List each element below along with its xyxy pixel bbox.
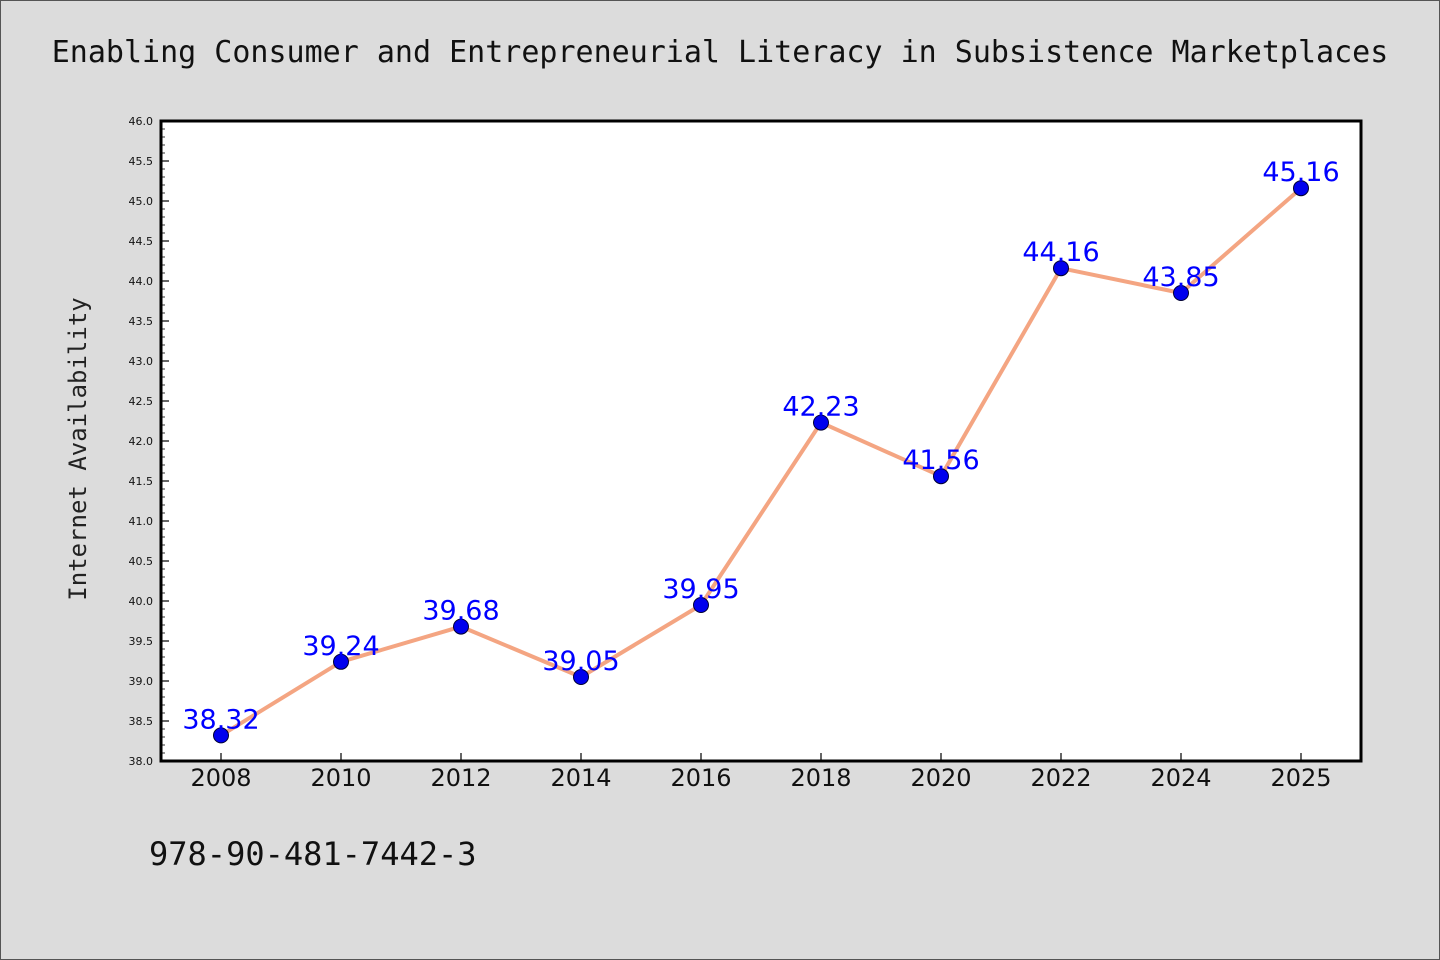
y-axis: 38.0 38.5 39.0 39.5 40.0 40.5 41.0 41.5 42.0 42.5… [129,115,169,768]
data-point [1173,285,1189,301]
data-label: 39.05 [542,646,619,677]
data-label: 44.16 [1022,237,1099,268]
y-tick-label: 41.5 [129,475,154,488]
data-label: 39.68 [422,596,499,627]
y-tick-label: 43.5 [129,315,154,328]
data-point [1053,260,1069,277]
x-tick-label: 2014 [550,764,611,792]
data-label: 41.56 [902,445,979,476]
y-tick-label: 44.0 [129,275,154,288]
x-tick-label: 2018 [790,764,851,792]
data-point [573,669,589,685]
chart-title: Enabling Consumer and Entrepreneurial Li… [51,35,1389,70]
series-markers [213,180,1309,744]
x-tick-label: 2008 [190,764,251,792]
y-tick-label: 41.0 [129,515,154,528]
y-tick-label: 38.5 [129,715,154,728]
y-axis-label: Internet Availability [64,297,92,600]
data-label: 39.95 [662,574,739,605]
y-tick-label: 40.5 [129,555,154,568]
x-tick-label: 2020 [910,764,971,792]
y-tick-label: 45.5 [129,155,154,168]
data-point [1293,180,1309,197]
y-tick-label: 44.5 [129,235,154,248]
data-point [333,653,349,670]
series-line [219,186,1303,738]
data-point [693,597,709,613]
x-tick-label: 2012 [430,764,491,792]
y-tick-label: 39.5 [129,635,154,648]
y-tick-label: 42.5 [129,395,154,408]
data-point [453,618,469,635]
data-label: 42.23 [782,392,859,423]
y-tick-label: 40.0 [129,595,154,608]
y-tick-label: 42.0 [129,435,154,448]
x-tick-label: 2010 [310,764,371,792]
x-tick-label: 2016 [670,764,731,792]
data-label: 38.32 [182,704,259,735]
x-tick-label: 2024 [1150,764,1211,792]
x-tick-label: 2025 [1270,764,1331,792]
data-point [813,414,829,431]
isbn-text: 978-90-481-7442-3 [149,835,477,873]
data-label: 39.24 [302,631,379,662]
data-labels: 38.32 39.24 39.68 39.05 39.95 42.23 41.56 44.16… [182,157,1339,735]
y-tick-label: 39.0 [129,675,154,688]
data-point [933,468,949,485]
data-label: 43.85 [1142,262,1219,293]
y-tick-label: 45.0 [129,195,154,208]
data-point [213,727,229,744]
y-tick-label: 38.0 [129,755,154,768]
x-axis: 2008 2010 2012 2014 2016 2018 2020 2022 2024 2025 [190,753,1332,792]
data-label: 45.16 [1262,157,1339,188]
y-tick-label: 43.0 [129,355,154,368]
x-tick-label: 2022 [1030,764,1091,792]
y-tick-label: 46.0 [129,115,154,128]
